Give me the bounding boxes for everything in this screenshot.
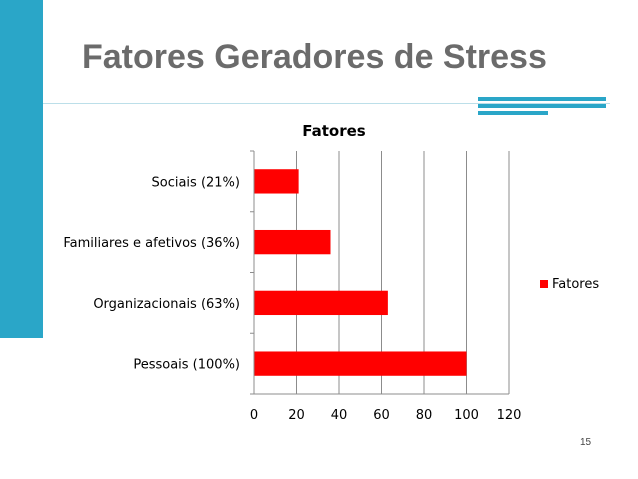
- x-tick-label: 60: [373, 408, 390, 423]
- decorative-stripe: [478, 104, 606, 108]
- y-category-label: Pessoais (100%): [133, 358, 240, 373]
- x-tick-label: 20: [288, 408, 305, 423]
- bar: [254, 290, 388, 316]
- y-category-label: Sociais (21%): [152, 175, 241, 190]
- legend-label: Fatores: [552, 277, 599, 292]
- x-tick-label: 120: [497, 408, 522, 423]
- legend-swatch: [540, 280, 548, 288]
- chart-title: Fatores: [302, 122, 366, 140]
- decorative-stripe: [478, 97, 606, 101]
- bar: [254, 351, 467, 376]
- x-tick-label: 100: [454, 408, 479, 423]
- y-category-label: Organizacionais (63%): [93, 297, 240, 312]
- x-tick-label: 80: [416, 408, 433, 423]
- x-tick-label: 40: [331, 408, 348, 423]
- bar: [254, 229, 331, 255]
- y-category-label: Familiares e afetivos (36%): [63, 236, 240, 251]
- bar: [254, 169, 299, 194]
- chart-legend: Fatores: [540, 277, 599, 292]
- page-number: 15: [580, 437, 592, 448]
- title-divider: [27, 103, 610, 104]
- title-divider-accent: [27, 103, 43, 104]
- decorative-stripe: [478, 111, 548, 115]
- left-accent-bar: [0, 0, 43, 338]
- slide-title: Fatores Geradores de Stress: [82, 38, 547, 76]
- x-tick-label: 0: [250, 408, 258, 423]
